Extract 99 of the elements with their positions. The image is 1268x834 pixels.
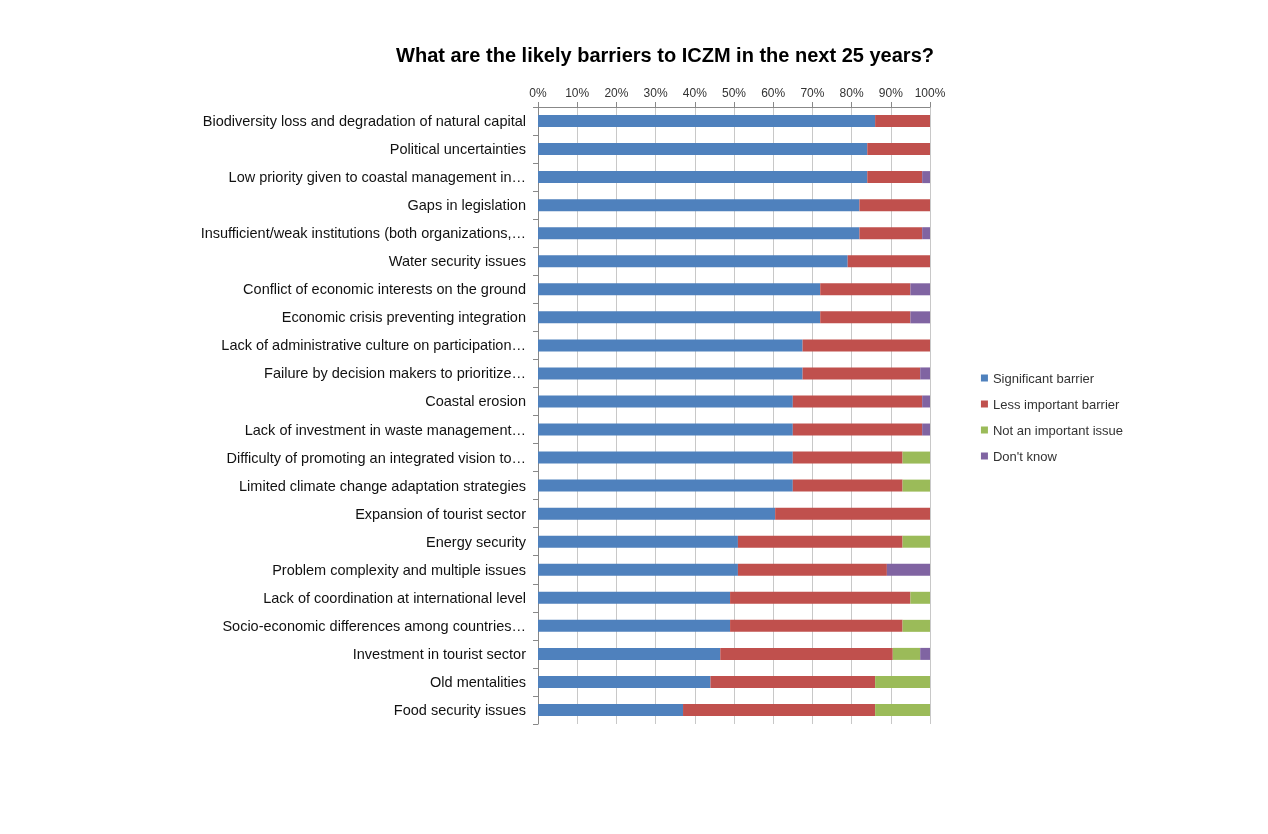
y-tick-label: Energy security <box>426 533 527 550</box>
y-tick-label: Food security issues <box>393 701 526 718</box>
bar <box>538 115 876 128</box>
bar <box>792 451 903 464</box>
bar <box>910 311 930 324</box>
bar <box>859 199 930 212</box>
bar <box>538 199 860 212</box>
y-tick-label: Socio-economic differences among countries… <box>222 617 526 634</box>
bar <box>538 255 848 268</box>
bar <box>538 479 793 492</box>
legend-label: Not an important issue <box>992 422 1124 438</box>
bar <box>875 115 930 128</box>
legend-label: Significant barrier <box>992 370 1095 386</box>
x-tick-label: 60% <box>761 86 786 100</box>
bar <box>902 535 930 548</box>
bar <box>775 507 930 520</box>
bar <box>886 563 930 576</box>
bar <box>820 311 911 324</box>
bar <box>802 367 921 380</box>
bar <box>920 367 930 380</box>
bar <box>538 283 821 296</box>
bar <box>892 647 921 660</box>
bar <box>538 619 731 632</box>
y-tick-label: Investment in tourist sector <box>352 645 527 662</box>
y-tick-label: Biodiversity loss and degradation of natural capital <box>202 113 526 130</box>
y-tick-label: Insufficient/weak institutions (both organizations,… <box>200 225 526 242</box>
bar <box>538 367 803 380</box>
x-tick-label: 50% <box>721 86 747 100</box>
bar <box>730 619 903 632</box>
x-tick-label: 100% <box>914 86 946 100</box>
bar <box>538 535 738 548</box>
bar <box>922 423 930 436</box>
bar <box>910 283 930 296</box>
bar <box>538 675 711 688</box>
bar <box>867 143 930 156</box>
chart-title: What are the likely barriers to ICZM in the next 25 years? <box>396 44 934 66</box>
bar <box>922 171 930 184</box>
x-tick-label: 40% <box>682 86 708 100</box>
y-tick-label: Conflict of economic interests on the ground <box>243 281 526 298</box>
y-tick-label: Difficulty of promoting an integrated vision to… <box>226 449 526 466</box>
bar <box>538 143 868 156</box>
y-tick-label: Coastal erosion <box>425 393 526 410</box>
y-tick-label: Failure by decision makers to prioritize… <box>264 365 526 382</box>
bar <box>538 703 684 716</box>
bar <box>720 647 893 660</box>
y-tick-label: Gaps in legislation <box>407 197 526 214</box>
bar <box>538 563 738 576</box>
legend-label: Less important barrier <box>992 396 1121 412</box>
bar <box>538 507 776 520</box>
x-tick-label: 90% <box>878 86 904 100</box>
x-tick-label: 30% <box>643 86 668 100</box>
y-tick-label: Water security issues <box>388 253 526 270</box>
y-tick-label: Expansion of tourist sector <box>355 505 527 522</box>
bar <box>875 703 930 716</box>
bar <box>538 647 721 660</box>
bar <box>820 283 911 296</box>
bar <box>538 451 793 464</box>
bar <box>538 311 821 324</box>
bar <box>538 395 793 408</box>
bar <box>710 675 876 688</box>
legend-label: Don't know <box>992 448 1058 464</box>
y-tick-label: Economic crisis preventing integration <box>281 309 526 326</box>
y-tick-label: Old mentalities <box>430 673 526 690</box>
bar <box>875 675 930 688</box>
bar <box>859 227 923 240</box>
x-tick-label: 70% <box>800 86 825 100</box>
bar <box>737 535 903 548</box>
bar <box>538 339 803 352</box>
y-tick-label: Lack of coordination at international level <box>263 589 526 606</box>
bar <box>902 479 930 492</box>
bar <box>683 703 876 716</box>
bar <box>902 451 930 464</box>
y-tick-label: Lack of administrative culture on participation… <box>221 337 526 354</box>
x-tick-label: 0% <box>529 86 547 100</box>
y-tick-label: Low priority given to coastal management in… <box>228 169 526 186</box>
bar <box>538 171 868 184</box>
bar <box>922 395 930 408</box>
bar <box>792 395 923 408</box>
y-tick-label: Political uncertainties <box>389 141 526 158</box>
bar <box>847 255 930 268</box>
bar <box>792 479 903 492</box>
bar <box>902 619 930 632</box>
y-tick-label: Limited climate change adaptation strategies <box>239 477 526 494</box>
bar <box>737 563 887 576</box>
bar <box>538 591 731 604</box>
bar <box>802 339 930 352</box>
x-tick-label: 10% <box>565 86 590 100</box>
bar <box>538 423 793 436</box>
y-tick-label: Problem complexity and multiple issues <box>272 561 526 578</box>
bar <box>792 423 923 436</box>
bar <box>538 227 860 240</box>
bar <box>922 227 930 240</box>
bar <box>730 591 911 604</box>
bar <box>920 647 930 660</box>
bar <box>910 591 930 604</box>
x-tick-label: 80% <box>839 86 864 100</box>
x-tick-label: 20% <box>604 86 629 100</box>
y-tick-label: Lack of investment in waste management… <box>244 421 526 438</box>
bar <box>867 171 923 184</box>
